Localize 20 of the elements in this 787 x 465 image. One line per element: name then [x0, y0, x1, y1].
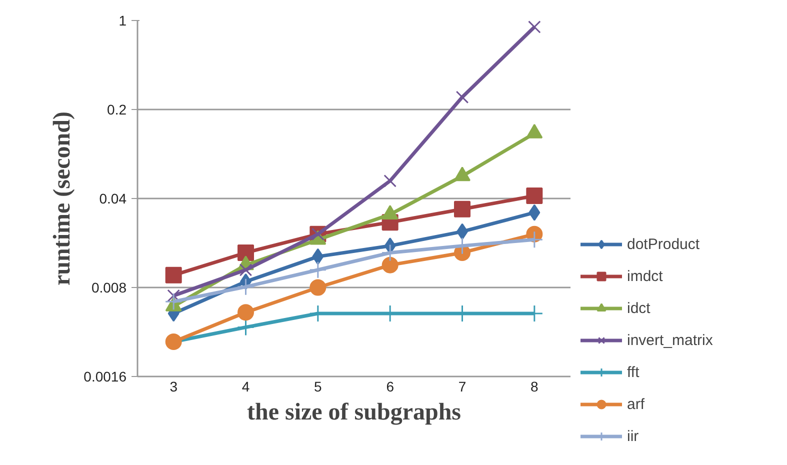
x-tick-label: 4	[242, 378, 250, 394]
legend-label: imdct	[627, 268, 663, 284]
x-tick-label: 6	[386, 378, 394, 394]
legend-label: dotProduct	[627, 236, 700, 252]
legend-label: arf	[627, 396, 646, 412]
x-axis-title: the size of subgraphs	[246, 400, 462, 426]
y-axis-title: runtime (second)	[50, 112, 76, 286]
legend-label: iir	[627, 428, 640, 444]
y-tick-label: 0.0016	[84, 368, 127, 384]
y-tick-label: 0.2	[107, 102, 127, 118]
y-tick-label: 0.04	[99, 190, 127, 206]
legend-label: fft	[627, 364, 640, 380]
x-tick-label: 8	[530, 378, 539, 394]
legend-label: invert_matrix	[627, 332, 713, 348]
x-tick-label: 5	[314, 378, 322, 394]
y-tick-label: 0.008	[91, 280, 127, 296]
legend-label: idct	[627, 300, 650, 316]
x-tick-label: 3	[170, 378, 178, 394]
y-tick-label: 1	[118, 12, 127, 28]
x-tick-label: 7	[458, 378, 466, 394]
